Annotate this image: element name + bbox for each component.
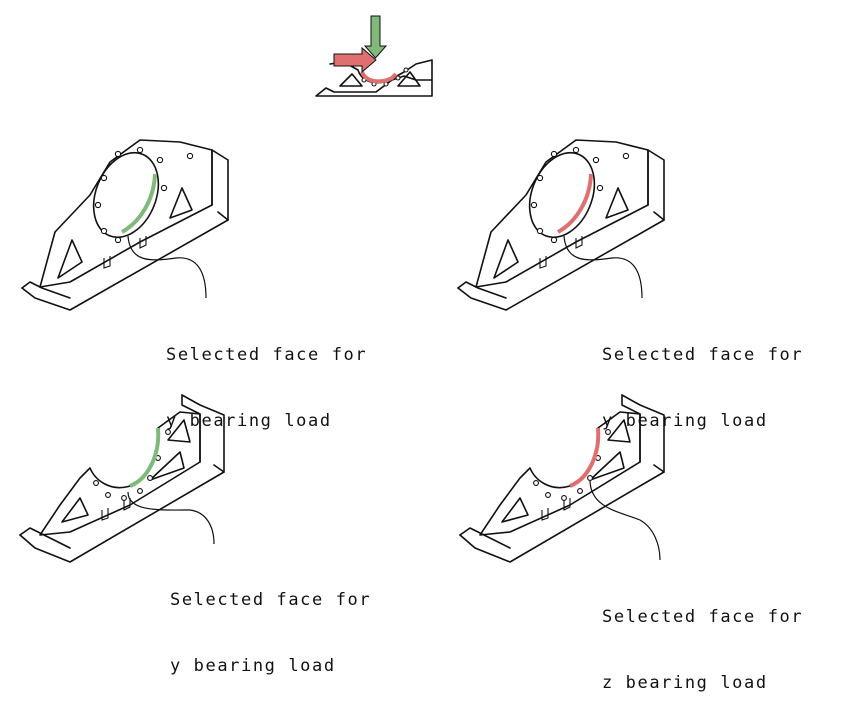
callout-line-2: y bearing load [602, 411, 768, 431]
callout-label-bottom-left: Selected face for y bearing load [170, 545, 371, 699]
panel-top-left [21, 139, 229, 311]
leader-line [127, 235, 207, 299]
panel-bottom-left [19, 394, 225, 563]
panel-top-right [457, 139, 665, 311]
leader-line [563, 235, 643, 299]
callout-line-2: z bearing load [602, 673, 768, 693]
callout-line-1: Selected face for [602, 607, 804, 627]
bracket-drawing [21, 139, 229, 311]
selected-face-highlight [556, 173, 593, 234]
leader-line [589, 479, 661, 561]
callout-line-1: Selected face for [166, 345, 368, 365]
callout-label-bottom-right: Selected face for z bearing load [602, 562, 803, 716]
callout-line-2: y bearing load [166, 411, 332, 431]
leader-line [127, 491, 215, 545]
callout-label-top-right: Selected face for y bearing load [602, 300, 803, 454]
selected-face-highlight [569, 427, 601, 488]
load-direction-icon [315, 15, 433, 97]
callout-line-1: Selected face for [602, 345, 804, 365]
selected-face-highlight [120, 173, 157, 234]
selected-face-highlight [129, 427, 161, 488]
diagram-canvas [19, 15, 665, 563]
bracket-drawing [457, 139, 665, 311]
panel-bottom-right [459, 394, 665, 563]
callout-label-top-left: Selected face for y bearing load [166, 300, 367, 454]
callout-line-2: y bearing load [170, 656, 336, 676]
callout-line-1: Selected face for [170, 590, 372, 610]
